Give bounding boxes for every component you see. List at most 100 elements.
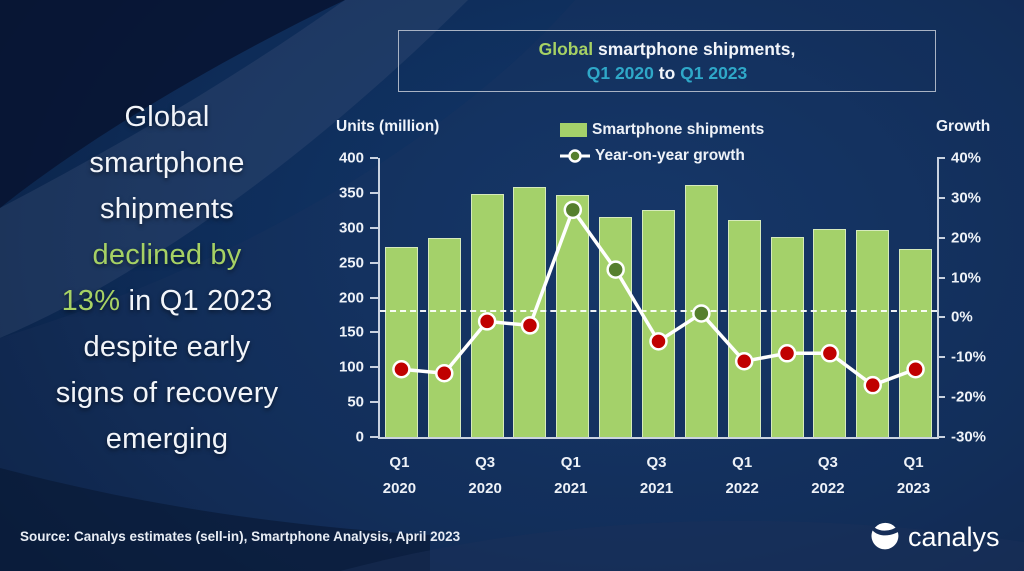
growth-marker-q2-2021 [606,260,625,279]
bar-q3-2022 [813,229,847,437]
x-label-quarter: Q3 [475,454,496,471]
text-segment: despite early [83,331,251,363]
x-axis-label-q1-2022: Q1 2022 [707,450,777,502]
right-axis-tick-mark [937,276,945,279]
zero-growth-dashed-line [380,310,937,313]
x-label-quarter: Q1 [732,454,753,471]
right-axis-tick-mark [937,236,945,239]
text-segment: emerging [105,423,229,455]
x-axis-label-q3-2021: Q3 2021 [622,450,692,502]
right-axis-tick-label: 30% [951,189,982,207]
left-axis-tick-label: 400 [338,149,364,167]
canalys-logo: canalys [868,521,1000,554]
x-axis-label-q1-2021: Q1 2021 [536,450,606,502]
x-label-quarter: Q1 [560,454,581,471]
bar-q4-2022 [856,229,890,437]
left-axis-tick-mark [370,366,378,369]
right-axis-tick-mark [937,316,945,319]
x-label-year: 2023 [896,480,931,497]
right-axis-tick-label: -30% [951,428,987,446]
left-axis-tick-mark [370,226,378,229]
left-axis-tick-label: 350 [338,184,364,202]
text-segment: declined by [92,239,242,271]
left-axis-caption: Units (million) [336,118,440,135]
growth-marker-q3-2021 [649,332,668,351]
text-segment: to [653,62,681,83]
bar-q1-2020 [384,247,418,437]
text-segment: smartphone [89,147,245,179]
right-axis-tick-label: -10% [951,348,987,366]
headline-line: shipments [12,186,322,232]
bar-q2-2022 [770,236,804,437]
growth-marker-q1-2022 [734,352,754,371]
headline-line: declined by [12,232,322,278]
left-axis-tick-label: 50 [347,393,364,411]
chart-plot-area [378,158,939,439]
right-axis-caption: Growth [936,118,991,135]
right-axis-tick-mark [937,396,945,399]
x-axis-label-q1-2020: Q1 2020 [364,450,434,502]
text-segment: smartphone shipments, [593,38,796,59]
left-axis-tick-mark [370,261,378,264]
x-label-quarter: Q1 [389,454,410,471]
headline-line: smartphone [12,140,322,186]
growth-marker-q1-2021 [563,200,583,220]
left-axis-tick-mark [370,296,378,299]
canalys-swoosh-icon [871,522,899,550]
growth-line [401,208,917,387]
headline-line: Global [12,94,322,140]
left-axis-tick-mark [370,401,378,404]
x-label-year: 2021 [554,480,588,497]
growth-marker-q4-2021 [692,304,711,323]
x-label-quarter: Q1 [903,454,924,471]
legend-item-shipments: Smartphone shipments [560,117,764,143]
growth-marker-q2-2022 [777,344,797,363]
growth-marker-q3-2020 [477,312,497,331]
growth-marker-q3-2022 [820,344,840,363]
right-axis-tick-label: 20% [951,229,982,247]
growth-marker-q1-2023 [906,359,925,379]
x-axis-label-q3-2022: Q3 2022 [793,450,863,502]
text-segment: Global [538,38,594,59]
canalys-wordmark: canalys [908,522,1000,552]
bar-q1-2022 [727,220,761,437]
bar-q1-2023 [899,248,933,437]
legend-label-growth: Year-on-year growth [595,147,745,164]
chart-title-line-1: Global smartphone shipments, [539,39,796,60]
headline-line: despite early [12,324,322,370]
bar-swatch-icon [560,123,587,137]
headline-text: Global smartphone shipments declined by 13% … [12,94,322,462]
left-axis-tick-label: 200 [338,289,364,306]
growth-marker-q2-2020 [435,363,454,383]
left-axis-tick-label: 250 [338,254,364,272]
text-segment: shipments [100,193,234,225]
x-label-year: 2022 [725,480,759,497]
growth-line-overlay [392,200,925,395]
left-axis-tick-label: 150 [338,323,364,341]
text-segment: Q1 2020 [586,62,654,83]
growth-marker-q4-2022 [863,375,882,395]
headline-line: 13% in Q1 2023 [12,278,322,324]
x-label-year: 2022 [811,480,845,497]
x-label-year: 2020 [468,480,502,497]
chart-title-box: Global smartphone shipments, Q1 2020 to … [398,30,936,92]
chart-title-line-2: Q1 2020 to Q1 2023 [587,63,748,84]
left-axis-tick-mark [370,157,378,159]
x-label-year: 2021 [639,480,674,497]
text-segment: in Q1 2023 [120,285,273,317]
text-segment: Global [124,101,210,133]
legend: Smartphone shipments Year-on-year growth [560,117,764,169]
right-axis-tick-label: 10% [951,269,982,287]
left-axis-tick-label: 300 [338,219,364,237]
x-label-year: 2020 [382,480,417,497]
x-axis-label-q1-2023: Q1 2023 [879,450,949,502]
right-axis-tick-mark [937,436,945,438]
legend-label-shipments: Smartphone shipments [592,121,765,138]
x-axis-label-q3-2020: Q3 2020 [450,450,520,502]
legend-item-growth: Year-on-year growth [560,143,764,169]
right-axis-tick-mark [937,356,945,359]
left-axis-tick-label: 100 [338,358,364,376]
right-axis-tick-label: -20% [951,388,987,406]
